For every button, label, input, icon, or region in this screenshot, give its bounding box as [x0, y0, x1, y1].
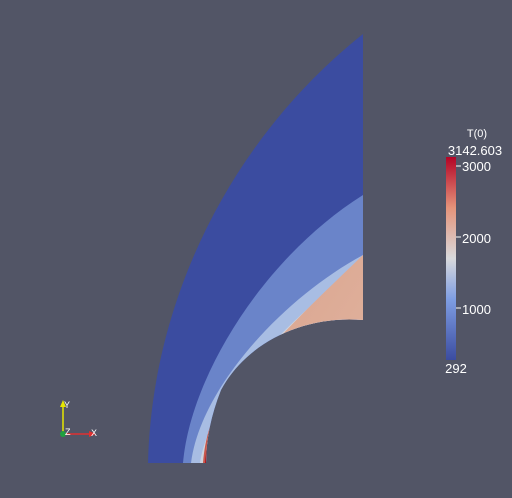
- legend-tick-3000: 3000: [462, 159, 491, 174]
- color-bar-ticks: [456, 165, 461, 309]
- x-axis-arrow: [89, 431, 96, 437]
- axis-label-x: X: [91, 428, 97, 438]
- legend-tick-2000: 2000: [462, 231, 491, 246]
- z-axis-dot: [60, 431, 66, 437]
- temperature-field: [148, 34, 363, 463]
- legend-title: T(0): [467, 128, 487, 140]
- axis-label-z: Z: [65, 427, 71, 437]
- legend-min-label: 292: [445, 361, 467, 376]
- legend-tick-1000: 1000: [462, 302, 491, 317]
- axis-label-y: Y: [64, 400, 70, 410]
- color-bar: [446, 157, 456, 360]
- color-legend: T(0) 3142.603 3000 2000 1000 292: [445, 128, 502, 376]
- legend-max-label: 3142.603: [448, 143, 502, 158]
- orientation-axes: Y Z X: [60, 400, 97, 438]
- y-axis-arrow: [60, 400, 66, 407]
